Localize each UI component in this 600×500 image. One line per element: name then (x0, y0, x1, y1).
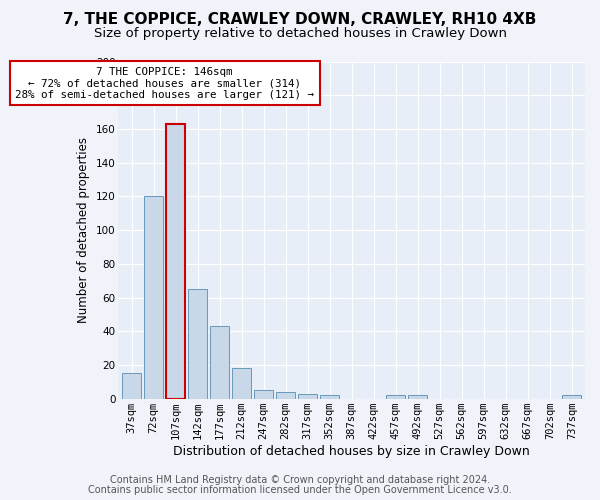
Text: Contains public sector information licensed under the Open Government Licence v3: Contains public sector information licen… (88, 485, 512, 495)
Text: 7 THE COPPICE: 146sqm
← 72% of detached houses are smaller (314)
28% of semi-det: 7 THE COPPICE: 146sqm ← 72% of detached … (15, 66, 314, 100)
Bar (122, 374, 141, 398)
Bar (562, 396, 581, 398)
Bar (232, 368, 251, 398)
Y-axis label: Number of detached properties: Number of detached properties (77, 137, 91, 323)
Text: Size of property relative to detached houses in Crawley Down: Size of property relative to detached ho… (94, 28, 506, 40)
X-axis label: Distribution of detached houses by size in Crawley Down: Distribution of detached houses by size … (173, 444, 530, 458)
Bar (320, 396, 339, 398)
Text: 7, THE COPPICE, CRAWLEY DOWN, CRAWLEY, RH10 4XB: 7, THE COPPICE, CRAWLEY DOWN, CRAWLEY, R… (64, 12, 536, 28)
Bar (277, 392, 295, 398)
Bar (144, 196, 163, 398)
Bar (409, 396, 427, 398)
Bar (254, 390, 273, 398)
Bar (188, 289, 207, 399)
Bar (298, 394, 317, 398)
Text: Contains HM Land Registry data © Crown copyright and database right 2024.: Contains HM Land Registry data © Crown c… (110, 475, 490, 485)
Bar (211, 326, 229, 398)
Bar (386, 396, 405, 398)
Bar (166, 124, 185, 398)
